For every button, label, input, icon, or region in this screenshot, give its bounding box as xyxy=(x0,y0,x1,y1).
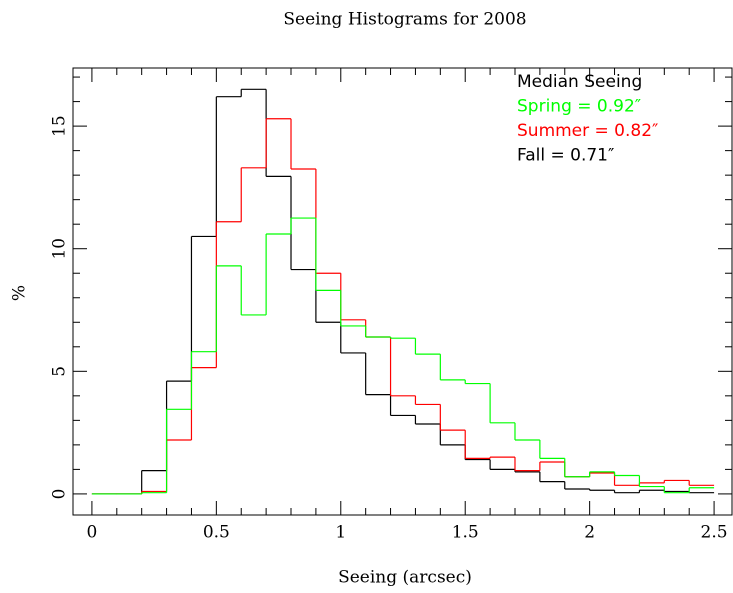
y-tick-label: 10 xyxy=(50,238,70,260)
legend-entry: Summer = 0.82″ xyxy=(517,121,658,141)
chart-title: Seeing Histograms for 2008 xyxy=(283,10,526,30)
x-tick-label: 2.5 xyxy=(701,523,728,543)
y-axis-label: % xyxy=(10,285,30,301)
x-tick-label: 0 xyxy=(86,523,97,543)
legend-entry: Spring = 0.92″ xyxy=(517,97,641,117)
x-tick-label: 1.5 xyxy=(452,523,479,543)
x-tick-label: 0.5 xyxy=(203,523,230,543)
y-tick-label: 0 xyxy=(50,488,70,499)
y-tick-label: 5 xyxy=(50,366,70,377)
x-tick-label: 2 xyxy=(584,523,595,543)
plot-frame xyxy=(72,67,733,516)
legend-entry: Fall = 0.71″ xyxy=(517,146,614,166)
x-tick-label: 1 xyxy=(335,523,346,543)
x-axis-label: Seeing (arcsec) xyxy=(338,568,472,588)
y-tick-label: 15 xyxy=(50,115,70,137)
legend-title: Median Seeing xyxy=(517,72,642,92)
